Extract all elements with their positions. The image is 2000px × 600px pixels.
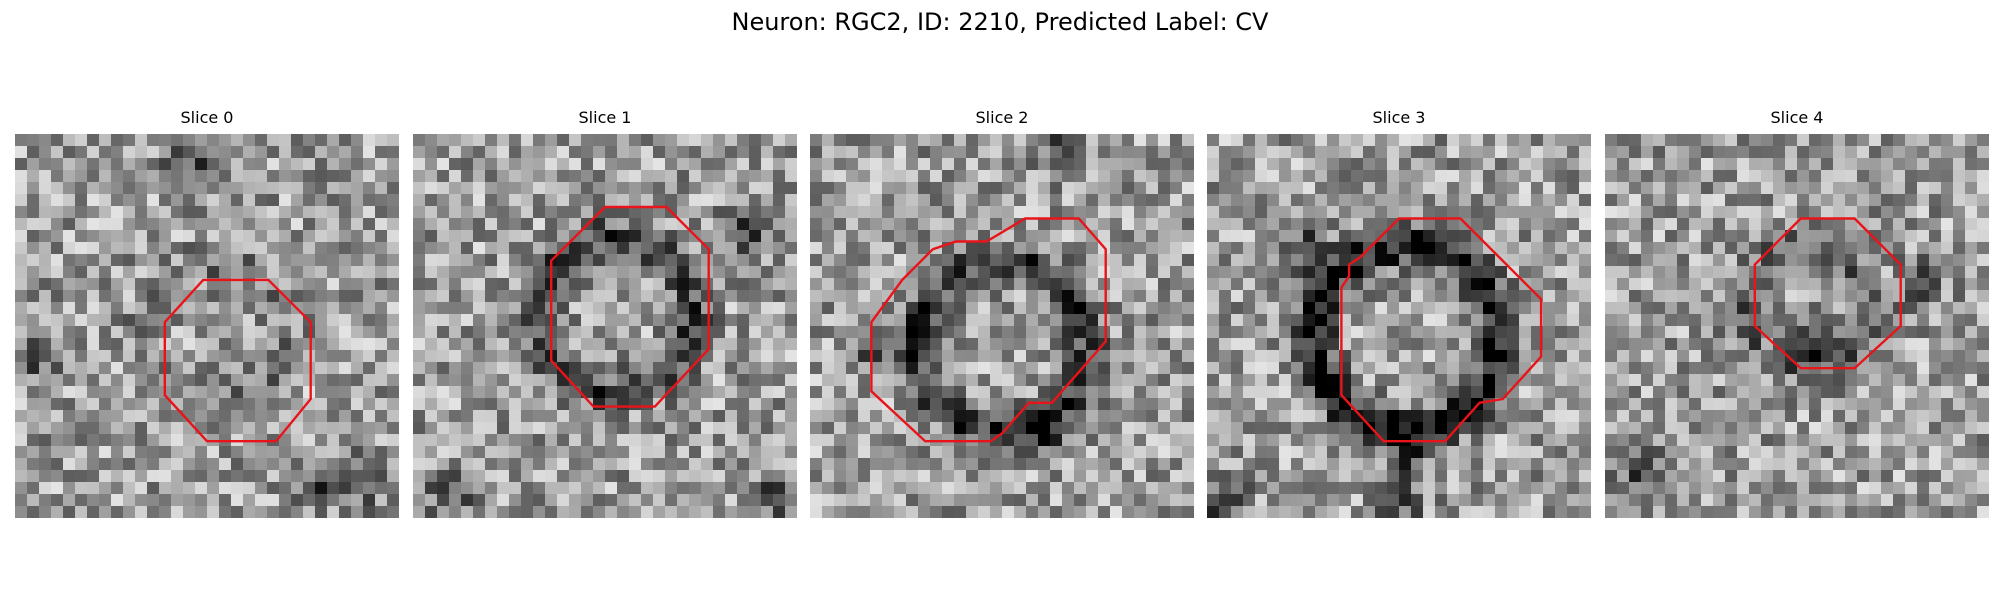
figure-title: Neuron: RGC2, ID: 2210, Predicted Label:… <box>731 8 1269 36</box>
pixel-grid <box>1207 134 1591 518</box>
pixel-grid <box>1605 134 1989 518</box>
slice-image <box>413 134 797 518</box>
slice-title: Slice 2 <box>975 108 1029 127</box>
pixel-grid <box>810 134 1194 518</box>
pixel-grid <box>15 134 399 518</box>
slice-image <box>810 134 1194 518</box>
segmentation-contour <box>549 205 710 408</box>
segmentation-contour <box>870 217 1107 443</box>
slice-title: Slice 1 <box>578 108 632 127</box>
slice-title: Slice 0 <box>180 108 234 127</box>
segmentation-contour <box>1753 217 1902 370</box>
segmentation-contour <box>163 278 312 443</box>
slice-image <box>15 134 399 518</box>
slice-image <box>1207 134 1591 518</box>
slice-title: Slice 4 <box>1770 108 1824 127</box>
pixel-grid <box>413 134 797 518</box>
segmentation-contour <box>1340 217 1543 443</box>
slice-image <box>1605 134 1989 518</box>
slice-title: Slice 3 <box>1372 108 1426 127</box>
